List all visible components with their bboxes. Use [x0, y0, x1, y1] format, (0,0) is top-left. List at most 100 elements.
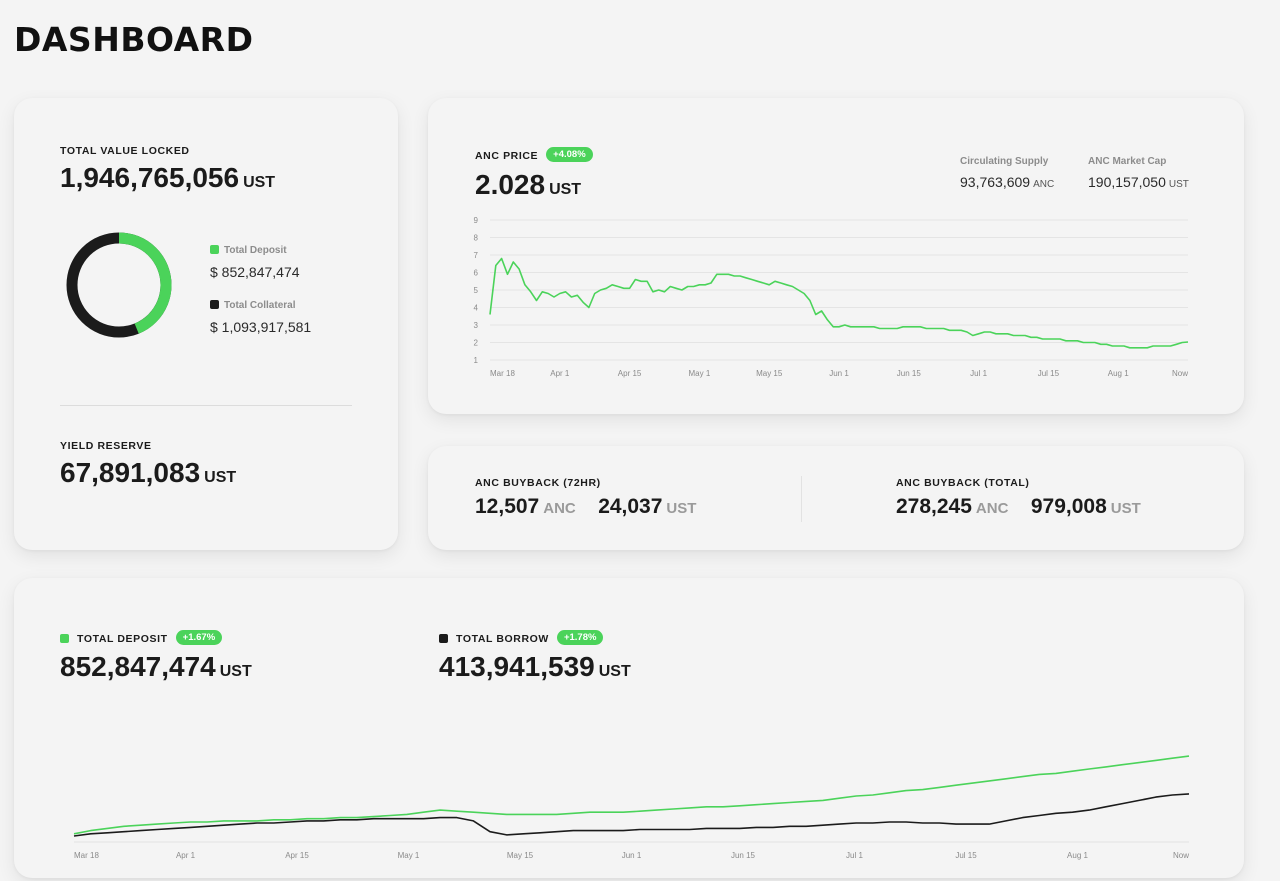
deposit-unit: UST — [219, 663, 252, 680]
db-x-tick: Jul 1 — [846, 851, 863, 860]
price-x-tick: Apr 1 — [550, 369, 570, 378]
circ-supply: Circulating Supply 93,763,609 ANC — [960, 156, 1054, 192]
buyback-72-row: 12,507 ANC 24,037 UST — [475, 495, 696, 519]
price-x-tick: May 1 — [689, 369, 711, 378]
buyback-72-ust: 24,037 — [598, 495, 663, 518]
buyback-72-anc: 12,507 — [475, 495, 540, 518]
price-x-tick: Mar 18 — [490, 369, 515, 378]
price-y-tick: 2 — [474, 339, 479, 348]
buyback-72-label: ANC BUYBACK (72HR) — [475, 477, 601, 489]
divider — [60, 405, 352, 406]
collateral-legend-swatch — [210, 300, 219, 309]
deposit-legend-label: Total Deposit — [224, 245, 287, 256]
price-x-tick: Jul 15 — [1038, 369, 1060, 378]
db-x-tick: Apr 1 — [176, 851, 196, 860]
market-cap: ANC Market Cap 190,157,050 UST — [1088, 156, 1189, 192]
buyback-total-ust: 979,008 — [1030, 495, 1107, 518]
anc-price-change-badge: +4.08% — [546, 147, 593, 163]
market-cap-label: ANC Market Cap — [1088, 156, 1167, 167]
buyback-72-ust-unit: UST — [666, 500, 697, 517]
db-x-tick: Mar 18 — [74, 851, 99, 860]
tvl-label: TOTAL VALUE LOCKED — [60, 145, 190, 157]
circ-supply-value: 93,763,609 — [960, 174, 1031, 190]
buyback-card: ANC BUYBACK (72HR) 12,507 ANC 24,037 UST A… — [428, 446, 1244, 550]
price-x-tick: Jun 15 — [897, 369, 922, 378]
tvl-value-row: 1,946,765,056 UST — [60, 162, 275, 194]
deposit-borrow-card: TOTAL DEPOSIT +1.67% 852,847,474 UST TOTAL… — [14, 578, 1244, 878]
borrow-swatch — [439, 634, 448, 643]
deposit-legend-swatch — [210, 245, 219, 254]
yield-reserve-unit: UST — [204, 469, 237, 486]
deposit-series-line — [73, 755, 1190, 835]
price-y-tick: 4 — [474, 304, 479, 313]
buyback-total-anc-unit: ANC — [975, 500, 1009, 517]
db-x-tick: May 1 — [398, 851, 420, 860]
deposit-header: TOTAL DEPOSIT +1.67% — [60, 629, 223, 647]
tvl-card: TOTAL VALUE LOCKED 1,946,765,056 UST Tota… — [14, 98, 398, 550]
buyback-total-row: 278,245 ANC 979,008 UST — [896, 495, 1141, 519]
price-y-tick: 3 — [474, 321, 479, 330]
circ-supply-label: Circulating Supply — [960, 156, 1049, 167]
deposit-borrow-chart: Mar 18 Apr 1 Apr 15 May 1 May 15 Jun 1 Jun 15 J… — [73, 755, 1190, 860]
borrow-header: TOTAL BORROW +1.78% — [439, 629, 604, 647]
price-y-tick: 9 — [474, 216, 479, 225]
yield-reserve-label: YIELD RESERVE — [60, 440, 152, 452]
deposit-swatch — [60, 634, 69, 643]
borrow-value: 413,941,539 — [439, 651, 595, 682]
price-x-tick: Jun 1 — [829, 369, 849, 378]
anc-price-row: 2.028 UST — [475, 169, 581, 201]
deposit-change-badge: +1.67% — [175, 630, 223, 646]
anc-price-unit: UST — [549, 181, 582, 198]
db-x-tick: Apr 15 — [285, 851, 309, 860]
db-x-tick: May 15 — [507, 851, 534, 860]
db-x-tick: Aug 1 — [1067, 851, 1088, 860]
price-series-line — [489, 257, 1189, 349]
borrow-row: 413,941,539 UST — [439, 651, 631, 683]
db-x-tick: Jun 1 — [622, 851, 642, 860]
tvl-donut — [66, 232, 172, 338]
borrow-change-badge: +1.78% — [556, 630, 604, 646]
buyback-divider — [801, 476, 802, 522]
anc-price-value: 2.028 — [475, 169, 546, 200]
db-x-tick: Jul 15 — [955, 851, 977, 860]
buyback-total-ust-unit: UST — [1110, 500, 1141, 517]
price-x-tick: Aug 1 — [1108, 369, 1129, 378]
deposit-label: TOTAL DEPOSIT — [77, 633, 168, 645]
page-title: DASHBOARD — [14, 20, 254, 59]
buyback-total-label: ANC BUYBACK (TOTAL) — [896, 477, 1030, 489]
db-x-tick: Jun 15 — [731, 851, 756, 860]
buyback-total-anc: 278,245 — [896, 495, 972, 518]
price-y-tick: 6 — [474, 269, 479, 278]
buyback-72-anc-unit: ANC — [543, 500, 576, 517]
circ-supply-unit: ANC — [1033, 179, 1055, 190]
anc-price-header: ANC PRICE +4.08% — [475, 146, 593, 164]
deposit-value: 852,847,474 — [60, 651, 216, 682]
deposit-row: 852,847,474 UST — [60, 651, 252, 683]
tvl-value: 1,946,765,056 — [60, 162, 240, 193]
price-y-tick: 1 — [474, 356, 479, 365]
price-x-tick: Now — [1172, 369, 1188, 378]
db-x-tick: Now — [1173, 851, 1189, 860]
legend-collateral: Total Collateral $ 1,093,917,581 — [210, 295, 311, 335]
price-y-tick: 7 — [474, 251, 479, 260]
tvl-unit: UST — [243, 174, 276, 191]
anc-price-label: ANC PRICE — [475, 150, 539, 162]
legend-deposit: Total Deposit $ 852,847,474 — [210, 240, 300, 280]
market-cap-unit: UST — [1168, 179, 1189, 190]
donut-deposit-arc — [66, 232, 172, 338]
price-x-tick: Jul 1 — [970, 369, 987, 378]
anc-price-chart: 9 8 7 6 5 4 3 2 1 Mar 18 Apr 1 Apr 15 May 1 May 15 Jun… — [474, 216, 1189, 378]
price-y-tick: 5 — [474, 286, 479, 295]
borrow-series-line — [73, 793, 1190, 837]
borrow-unit: UST — [598, 663, 631, 680]
price-x-tick: Apr 15 — [618, 369, 642, 378]
collateral-legend-label: Total Collateral — [224, 300, 296, 311]
yield-reserve-row: 67,891,083 UST — [60, 457, 236, 489]
yield-reserve-value: 67,891,083 — [60, 457, 201, 488]
price-x-tick: May 15 — [756, 369, 783, 378]
anc-price-card: ANC PRICE +4.08% 2.028 UST Circulating Sup… — [428, 98, 1244, 414]
deposit-legend-value: $ 852,847,474 — [210, 264, 300, 280]
borrow-label: TOTAL BORROW — [456, 633, 549, 645]
market-cap-value: 190,157,050 — [1088, 174, 1166, 190]
price-y-tick: 8 — [474, 234, 479, 243]
